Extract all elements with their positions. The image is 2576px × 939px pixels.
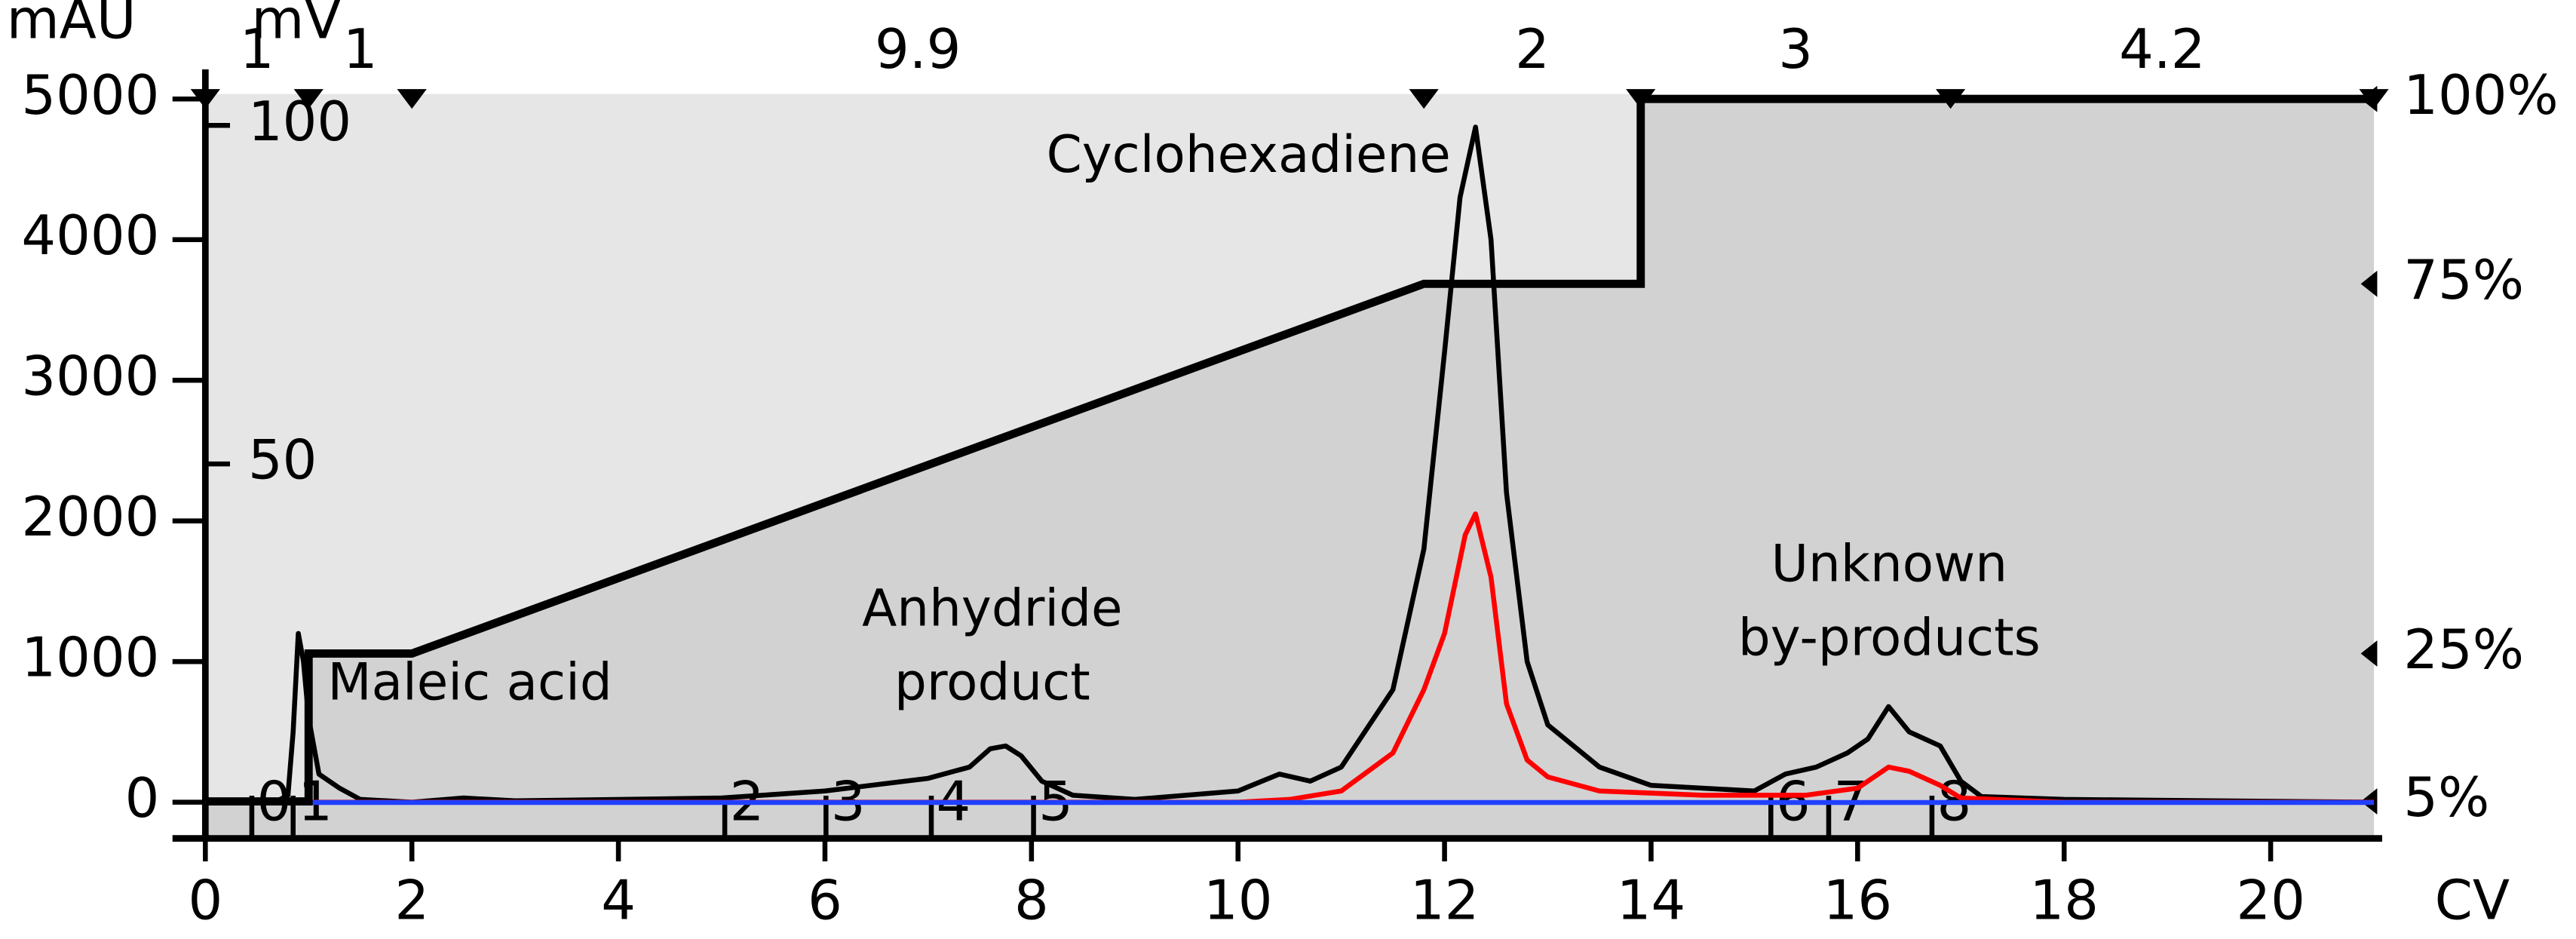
trace-line: [205, 124, 2375, 805]
x-tick-label: 6: [808, 868, 842, 931]
x-tick-label: 12: [1410, 868, 1479, 931]
y2-tick-label: 50: [248, 428, 317, 492]
x-tick-label: 0: [188, 868, 222, 931]
x-axis-title: CV: [2435, 868, 2510, 931]
annotation: by-products: [1738, 608, 2041, 667]
segment-length: 3: [1778, 17, 1813, 81]
gradient-area: [205, 99, 2375, 839]
gradient-tick-label: 75%: [2403, 248, 2524, 311]
y-tick-label: 3000: [21, 345, 159, 408]
gradient-tick: [2360, 640, 2378, 667]
y-tick-label: 0: [125, 766, 160, 830]
segment-length: 4.2: [2119, 17, 2205, 81]
segment-marker: [293, 89, 324, 109]
x-tick-label: 18: [2029, 868, 2098, 931]
x-tick-label: 14: [1617, 868, 1685, 931]
x-tick-label: 2: [394, 868, 429, 931]
y-tick-label: 4000: [21, 204, 159, 267]
y2-tick-label: 100: [248, 90, 351, 153]
annotation: Unknown: [1771, 534, 2007, 594]
y-tick-label: 5000: [21, 63, 159, 127]
annotation: Cyclohexadiene: [1047, 124, 1451, 184]
segment-marker: [397, 89, 427, 109]
trace-line: [205, 511, 2375, 805]
y-tick-label: 1000: [21, 626, 159, 689]
segment-marker: [1626, 89, 1656, 109]
gradient-tick-label: 25%: [2403, 618, 2524, 681]
segment-length: 1: [240, 17, 274, 81]
x-tick-label: 20: [2236, 868, 2305, 931]
segment-length: 9.9: [875, 17, 961, 81]
x-tick-label: 4: [601, 868, 636, 931]
segment-marker: [190, 89, 220, 109]
gradient-line: [205, 94, 2375, 806]
annotation: product: [894, 652, 1090, 712]
y2-axis-title: mV: [251, 0, 341, 51]
x-tick-label: 8: [1014, 868, 1049, 931]
segment-length: 2: [1515, 17, 1550, 81]
annotation: Maleic acid: [327, 652, 612, 712]
x-tick-label: 10: [1204, 868, 1272, 931]
segment-marker: [2359, 89, 2389, 109]
gradient-tick-label: 5%: [2403, 766, 2489, 829]
annotation: Anhydride: [862, 578, 1123, 637]
y-tick-label: 2000: [21, 485, 159, 548]
gradient-tick-label: 100%: [2403, 63, 2558, 127]
segment-marker: [1409, 89, 1439, 109]
y-axis-title: mAU: [7, 0, 136, 51]
segment-length: 1: [343, 17, 378, 81]
segment-marker: [1935, 89, 1966, 109]
gradient-tick: [2360, 270, 2378, 297]
x-tick-label: 16: [1823, 868, 1892, 931]
